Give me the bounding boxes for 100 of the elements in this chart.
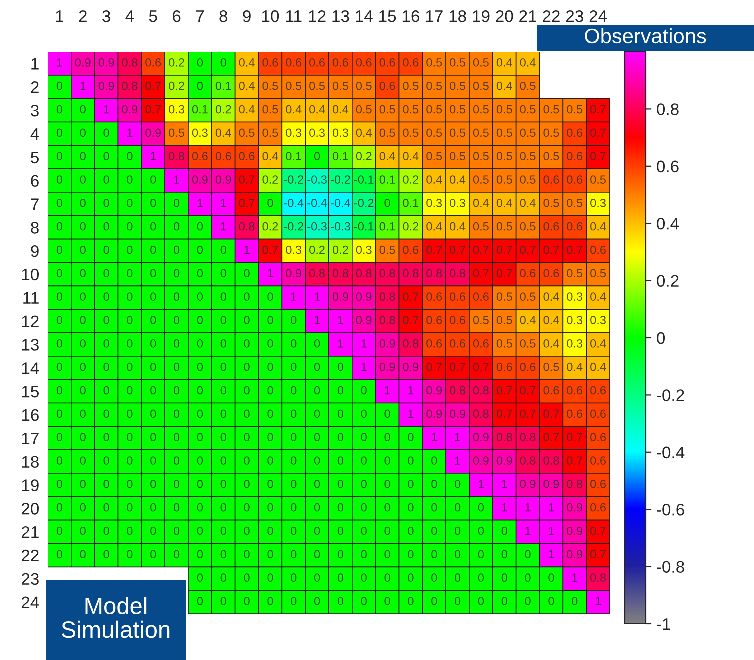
data-label: 0	[268, 550, 274, 559]
data-label: 0.7	[590, 105, 606, 114]
data-label: 0	[220, 503, 226, 512]
data-label: 0.3	[286, 246, 302, 254]
data-label: 0	[408, 550, 414, 559]
data-label: 0	[197, 503, 204, 512]
color-bar-label: -0.8	[657, 561, 684, 574]
data-label: 0.6	[192, 152, 208, 161]
data-label: 0.9	[75, 58, 91, 67]
data-label: 0	[220, 386, 226, 395]
color-bar-label: 0.6	[657, 160, 679, 173]
data-label: 0	[174, 433, 180, 442]
data-label: 0.6	[520, 362, 536, 372]
data-label: 0.4	[450, 176, 466, 184]
data-label: 0.5	[262, 82, 278, 90]
data-label: 0	[197, 340, 204, 348]
y-tick-label: 11	[24, 292, 39, 304]
x-tick-label: 21	[520, 10, 536, 22]
data-label: 0	[56, 82, 63, 90]
data-label: 0.7	[544, 410, 560, 418]
data-label: 0	[268, 574, 274, 582]
data-label: 1	[526, 504, 531, 512]
data-label: 0	[56, 199, 63, 208]
data-label: 0.3	[567, 316, 583, 324]
data-label: 1	[198, 199, 203, 208]
data-label: 0	[220, 574, 226, 582]
data-label: 0	[478, 574, 484, 582]
data-label: 0.4	[496, 82, 512, 90]
data-label: 0.5	[473, 128, 489, 138]
data-label: 0	[291, 526, 297, 536]
x-tick-label: 11	[286, 10, 302, 22]
data-label: 0.5	[567, 199, 583, 208]
data-label: -0.2	[331, 176, 350, 184]
data-label: 0	[220, 246, 226, 254]
data-label: 0.6	[567, 128, 583, 138]
data-label: 0.8	[567, 480, 583, 488]
data-label: 0.7	[473, 246, 489, 254]
data-label: 0.6	[590, 410, 606, 418]
data-label: 0.5	[496, 316, 512, 324]
data-label: 1	[362, 340, 367, 348]
data-label: 1	[455, 456, 460, 465]
data-label: 0.8	[380, 316, 396, 324]
data-label: 0	[80, 316, 86, 324]
data-label: 0.6	[590, 246, 606, 254]
data-label: 0.5	[496, 105, 512, 114]
data-label: 0	[127, 526, 133, 536]
data-label: -0.4	[284, 199, 304, 208]
data-label: 0.5	[520, 340, 536, 348]
data-label: 0.7	[567, 456, 582, 465]
data-label: 0.7	[426, 246, 442, 254]
data-label: 0.7	[239, 176, 255, 184]
data-label: 0.4	[590, 340, 606, 348]
data-label: 0.5	[496, 222, 512, 231]
y-tick-label: 1	[32, 58, 39, 70]
data-label: 0.3	[310, 128, 325, 138]
data-label: 0.5	[310, 82, 326, 90]
data-label: 0.8	[239, 222, 255, 231]
data-label: 0.5	[356, 82, 372, 90]
data-label: 0	[150, 480, 156, 488]
data-label: 0.4	[239, 58, 255, 67]
data-label: 0	[502, 526, 508, 536]
data-label: 0.5	[520, 292, 536, 302]
data-label: 0	[174, 246, 180, 254]
data-label: -0.3	[308, 176, 327, 184]
data-label: 0.2	[169, 58, 184, 67]
data-label: 0	[268, 597, 274, 606]
data-label: 0.4	[496, 58, 512, 67]
data-label: 0	[197, 246, 204, 254]
color-bar-label: 0	[657, 332, 666, 344]
data-label: 0.7	[146, 105, 161, 114]
data-label: 0.6	[426, 316, 442, 324]
data-label: 0	[478, 550, 484, 559]
data-label: 0	[56, 503, 63, 512]
data-label: 0	[127, 316, 133, 324]
data-label: 0.6	[403, 246, 419, 254]
color-bar-label: 0.4	[657, 218, 680, 230]
data-label: 0	[338, 597, 344, 606]
data-label: 0	[150, 456, 156, 465]
data-label: 0	[244, 526, 250, 536]
data-label: 0	[478, 526, 484, 536]
data-label: 0	[80, 526, 86, 536]
y-tick-label: 8	[31, 222, 39, 234]
data-label: 0	[502, 597, 508, 606]
data-label: 0.5	[356, 105, 372, 114]
data-label: 1	[408, 410, 414, 418]
y-tick-label: 9	[31, 245, 39, 258]
data-label: 0.7	[590, 526, 606, 536]
data-label: 0	[150, 433, 156, 442]
data-label: 0.4	[590, 362, 606, 372]
data-label: 0.6	[356, 58, 372, 67]
data-label: 0.6	[544, 176, 560, 184]
data-label: 0	[127, 386, 133, 395]
data-label: 0	[314, 574, 320, 582]
data-label: 0	[268, 292, 274, 302]
data-label: 0.5	[520, 222, 536, 231]
data-label: 0.3	[567, 292, 583, 302]
data-label: 0.7	[544, 246, 560, 254]
data-label: 0.6	[520, 269, 536, 278]
data-label: 0	[291, 574, 297, 582]
data-label: 0	[127, 480, 133, 488]
